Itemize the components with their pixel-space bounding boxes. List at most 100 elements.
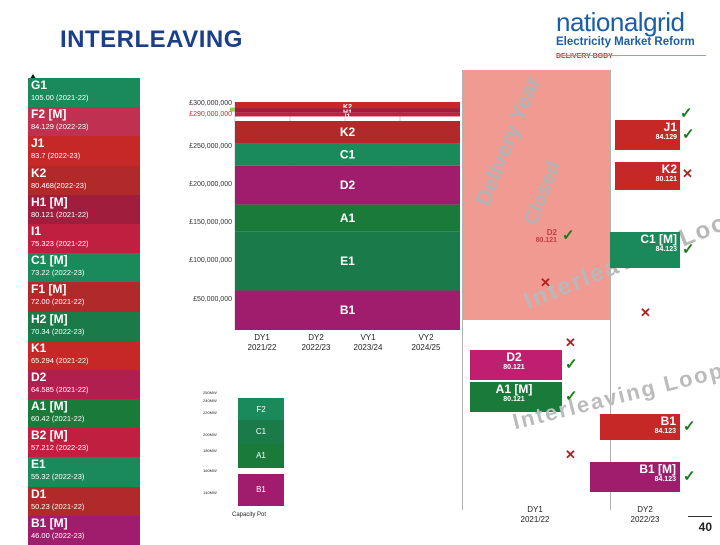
capacity-tick-label: 250MW [203, 390, 217, 395]
capacity-tick-label: 140MW [203, 490, 217, 495]
capacity-bar: F2 [238, 398, 284, 422]
cross-icon: ✕ [540, 275, 551, 290]
capacity-tick-label: 200MW [203, 432, 217, 437]
stack-item: F2 [M] 84.129 (2022-23) [28, 107, 140, 137]
cross-icon: ✕ [565, 335, 576, 350]
capacity-bar: C1 [238, 420, 284, 444]
chart-bar-label: B1 [340, 303, 356, 317]
chart-bar-label: K2 [343, 104, 352, 111]
budget-chart: K2H1I1K2C1D2A1E1B1 [230, 102, 460, 330]
stack-item-value: 80.468(2022-23) [31, 180, 87, 190]
checkmark-icon: ✓ [565, 388, 578, 405]
chart-bar-h1 [235, 108, 460, 113]
chart-bar-i1 [235, 112, 460, 117]
auction-stack: G1 105.00 (2021-22) F2 [M] 84.129 (2022-23)… [28, 78, 140, 545]
page-number: 40 [688, 516, 712, 534]
cross-icon: ✕ [565, 447, 576, 462]
stack-item-value: 57.212 (2022-23) [31, 443, 89, 453]
chart-bar-label: A1 [340, 211, 356, 225]
stack-item: D1 50.23 (2021-22) [28, 486, 140, 516]
capacity-bar: A1 [238, 444, 284, 468]
capacity-bar: B1 [238, 474, 284, 506]
stack-item-name: I1 [31, 223, 42, 238]
stack-item-name: K2 [31, 165, 47, 180]
delivery-year-panel [462, 70, 610, 320]
capacity-axis-title: Capacity Pot [232, 512, 267, 518]
lower-year-dy2: DY2 2022/23 [630, 505, 660, 524]
capacity-tick-label: 160MW [203, 468, 217, 473]
stack-item-value: 105.00 (2021-22) [31, 93, 89, 102]
chart-bar-k2 [235, 121, 460, 144]
chart-bar-label: K2 [340, 125, 356, 139]
budget-axis-label: £50,000,000 [193, 296, 232, 303]
budget-axis-label: £290,000,000 [189, 111, 232, 118]
stack-item-name: H1 [M] [31, 194, 68, 209]
delivery-year-label: VY2 2024/25 [411, 333, 441, 352]
chart-bar-c1 [235, 143, 460, 166]
stack-item: J1 83.7 (2022-23) [28, 136, 140, 166]
checkmark-icon: ✓ [683, 418, 696, 435]
delivery-year-label: DY2 2022/23 [301, 333, 331, 352]
checkmark-icon: ✓ [683, 468, 696, 485]
right-lower-item: B1 84.123 [600, 414, 680, 440]
budget-axis-label: £200,000,000 [189, 181, 232, 188]
right-lower-item: D2 80.121 [470, 350, 562, 380]
stack-item-name: D1 [31, 486, 47, 501]
stack-item-value: 65.294 (2021-22) [31, 355, 89, 365]
cross-icon: ✕ [682, 166, 693, 181]
page-title: INTERLEAVING [60, 26, 243, 53]
chart-bar-d2 [235, 165, 460, 205]
stack-item-value: 46.00 (2022-23) [31, 530, 85, 540]
right-upper-item: D2 80.121 [535, 228, 557, 244]
stack-item-name: H2 [M] [31, 311, 68, 326]
stack-item: F1 [M] 72.00 (2021-22) [28, 282, 140, 312]
stack-item-name: E1 [31, 457, 46, 472]
right-upper-item: J1 84.129 [615, 120, 680, 150]
lower-year-dy1: DY1 2021/22 [520, 505, 550, 524]
capacity-tick-label: 180MW [203, 448, 217, 453]
stack-item: E1 55.32 (2022-23) [28, 457, 140, 487]
chart-bar-label: C1 [340, 147, 356, 161]
stack-item: K1 65.294 (2021-22) [28, 340, 140, 370]
delivery-year-label: DY1 2021/22 [247, 333, 277, 352]
stack-item-value: 70.34 (2022-23) [31, 326, 85, 336]
stack-item: B2 [M] 57.212 (2022-23) [28, 428, 140, 458]
right-lower-item: A1 [M] 80.121 [470, 382, 562, 412]
right-upper-item: C1 [M] 84.123 [610, 232, 680, 268]
checkmark-icon: ✓ [680, 105, 693, 122]
stack-item: H2 [M] 70.34 (2022-23) [28, 311, 140, 341]
stack-item-value: 55.32 (2022-23) [31, 472, 85, 482]
stack-item: K2 80.468(2022-23) [28, 165, 140, 195]
national-grid-logo: nationalgrid Electricity Market Reform D… [556, 8, 706, 60]
budget-axis-label: £100,000,000 [189, 257, 232, 264]
logo-delivery-body: DELIVERY BODY [556, 53, 613, 60]
stack-item-value: 60.42 (2021-22) [31, 414, 85, 424]
budget-axis-label: £250,000,000 [189, 143, 232, 150]
chart-bar-k2 [235, 102, 460, 109]
right-upper-item: K2 80.121 [615, 162, 680, 190]
stack-item-name: D2 [31, 369, 47, 384]
stack-item-value: 83.7 (2022-23) [31, 151, 81, 161]
stack-item: D2 64.585 (2021-22) [28, 369, 140, 400]
capacity-tick-label: 220MW [203, 410, 217, 415]
chart-bar-b1 [235, 290, 460, 330]
stack-item-name: F2 [M] [31, 107, 67, 122]
chart-bar-label: E1 [340, 254, 355, 268]
right-lower-item: B1 [M] 84.123 [590, 462, 680, 492]
chart-bar-label: D2 [340, 178, 356, 192]
stack-item-value: 72.00 (2021-22) [31, 297, 85, 307]
delivery-year-label: VY1 2023/24 [353, 333, 383, 352]
stack-item: B1 [M] 46.00 (2022-23) [28, 515, 140, 545]
stack-item-name: G1 [31, 78, 48, 92]
budget-axis-label: £150,000,000 [189, 219, 232, 226]
stack-item: G1 105.00 (2021-22) [28, 78, 140, 108]
capacity-tick-label: 240MW [203, 398, 217, 403]
stack-item-name: F1 [M] [31, 282, 67, 297]
stack-item: I1 75.323 (2021-22) [28, 223, 140, 254]
stack-item: A1 [M] 60.42 (2021-22) [28, 399, 140, 429]
cross-icon: ✕ [640, 305, 651, 320]
logo-brand: nationalgrid [556, 7, 685, 37]
stack-item-name: B2 [M] [31, 428, 68, 443]
stack-item-name: B1 [M] [31, 515, 68, 530]
checkmark-icon: ✓ [682, 126, 695, 143]
